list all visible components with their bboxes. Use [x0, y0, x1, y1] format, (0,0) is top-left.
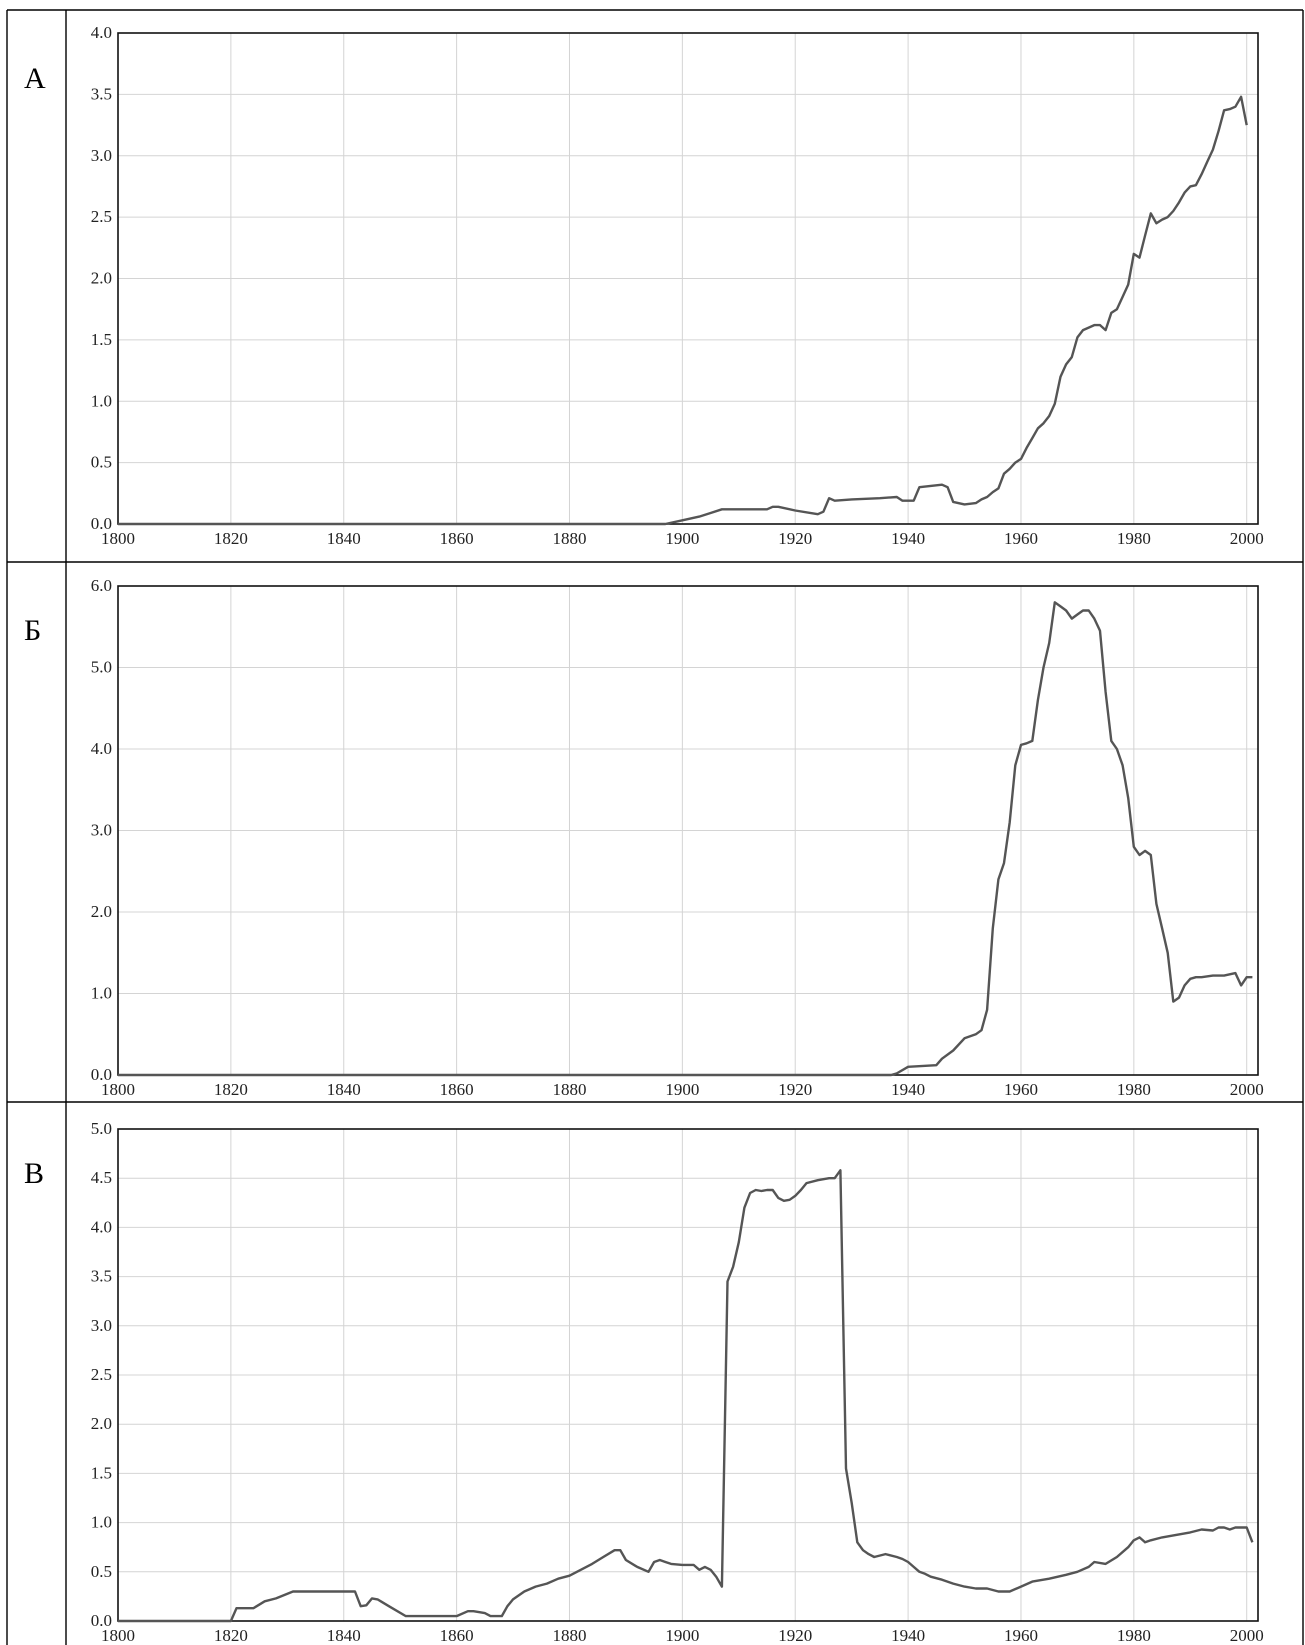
y-tick-label: 3.5 [91, 1267, 112, 1286]
panel-label: В [24, 1157, 44, 1190]
x-tick-label: 1900 [665, 1626, 699, 1645]
series-line [118, 1169, 1254, 1623]
x-tick-label: 1840 [327, 529, 361, 548]
y-tick-label: 0.0 [91, 514, 112, 533]
x-tick-label: 1860 [440, 529, 474, 548]
y-tick-label: 2.0 [91, 269, 112, 288]
y-tick-label: 3.5 [91, 84, 112, 103]
y-tick-label: 0.0 [91, 1611, 112, 1630]
x-tick-label: 1880 [552, 1626, 586, 1645]
y-tick-label: 2.5 [91, 1365, 112, 1384]
x-tick-label: 1980 [1117, 1626, 1151, 1645]
plot-border [117, 32, 1259, 525]
y-tick-label: 2.0 [91, 902, 112, 921]
plot-border [117, 1128, 1259, 1622]
x-tick-label: 1840 [327, 1080, 361, 1099]
x-tick-label: 1900 [665, 1080, 699, 1099]
panel-label: А [24, 62, 46, 95]
y-tick-label: 0.5 [91, 453, 112, 472]
x-tick-label: 1820 [214, 1080, 248, 1099]
x-tick-label: 1800 [101, 1080, 135, 1099]
y-tick-label: 6.0 [91, 576, 112, 595]
series-line [118, 95, 1248, 526]
x-tick-label: 2000 [1230, 529, 1264, 548]
x-tick-label: 2000 [1230, 1626, 1264, 1645]
y-tick-label: 3.0 [91, 146, 112, 165]
x-tick-label: 1960 [1004, 1080, 1038, 1099]
x-tick-label: 1920 [778, 529, 812, 548]
x-tick-label: 1880 [552, 1080, 586, 1099]
y-tick-label: 2.0 [91, 1414, 112, 1433]
table-borders [6, 9, 1304, 1645]
x-tick-label: 1900 [665, 529, 699, 548]
x-tick-label: 1920 [778, 1626, 812, 1645]
x-tick-label: 1800 [101, 529, 135, 548]
y-tick-label: 1.0 [91, 984, 112, 1003]
chart-panel-v: В 1800 1820 1840 1860 1880 1900 1920 1940 1960 19… [24, 1119, 1264, 1645]
y-tick-label: 4.0 [91, 1217, 112, 1236]
x-tick-label: 1940 [891, 1626, 925, 1645]
x-tick-label: 1940 [891, 1080, 925, 1099]
y-tick-label: 0.5 [91, 1562, 112, 1581]
y-tick-label: 3.0 [91, 821, 112, 840]
y-tick-label: 4.5 [91, 1168, 112, 1187]
x-tick-label: 1960 [1004, 529, 1038, 548]
x-tick-label: 1840 [327, 1626, 361, 1645]
series-line [118, 601, 1253, 1077]
x-tick-label: 1880 [552, 529, 586, 548]
y-tick-label: 5.0 [91, 1119, 112, 1138]
y-tick-label: 1.0 [91, 1513, 112, 1532]
y-tick-label: 1.0 [91, 391, 112, 410]
y-tick-label: 1.5 [91, 1463, 112, 1482]
x-tick-label: 1820 [214, 1626, 248, 1645]
y-tick-label: 2.5 [91, 207, 112, 226]
y-tick-label: 3.0 [91, 1316, 112, 1335]
x-tick-label: 1920 [778, 1080, 812, 1099]
y-tick-label: 5.0 [91, 658, 112, 677]
chart-panel-a: А 1800 1820 1840 1860 1880 1900 1920 1940 1960 19… [24, 23, 1264, 548]
panel-label: Б [24, 614, 41, 647]
x-tick-label: 1960 [1004, 1626, 1038, 1645]
y-tick-label: 1.5 [91, 330, 112, 349]
y-tick-label: 4.0 [91, 23, 112, 42]
y-tick-label: 4.0 [91, 739, 112, 758]
x-tick-label: 1860 [440, 1626, 474, 1645]
x-tick-label: 2000 [1230, 1080, 1264, 1099]
x-tick-label: 1980 [1117, 529, 1151, 548]
y-tick-label: 0.0 [91, 1065, 112, 1084]
x-tick-label: 1860 [440, 1080, 474, 1099]
x-tick-label: 1800 [101, 1626, 135, 1645]
x-tick-label: 1940 [891, 529, 925, 548]
x-tick-label: 1980 [1117, 1080, 1151, 1099]
chart-panel-b: Б 1800 1820 1840 1860 1880 1900 1920 1940 1960 19… [24, 576, 1264, 1099]
x-tick-label: 1820 [214, 529, 248, 548]
